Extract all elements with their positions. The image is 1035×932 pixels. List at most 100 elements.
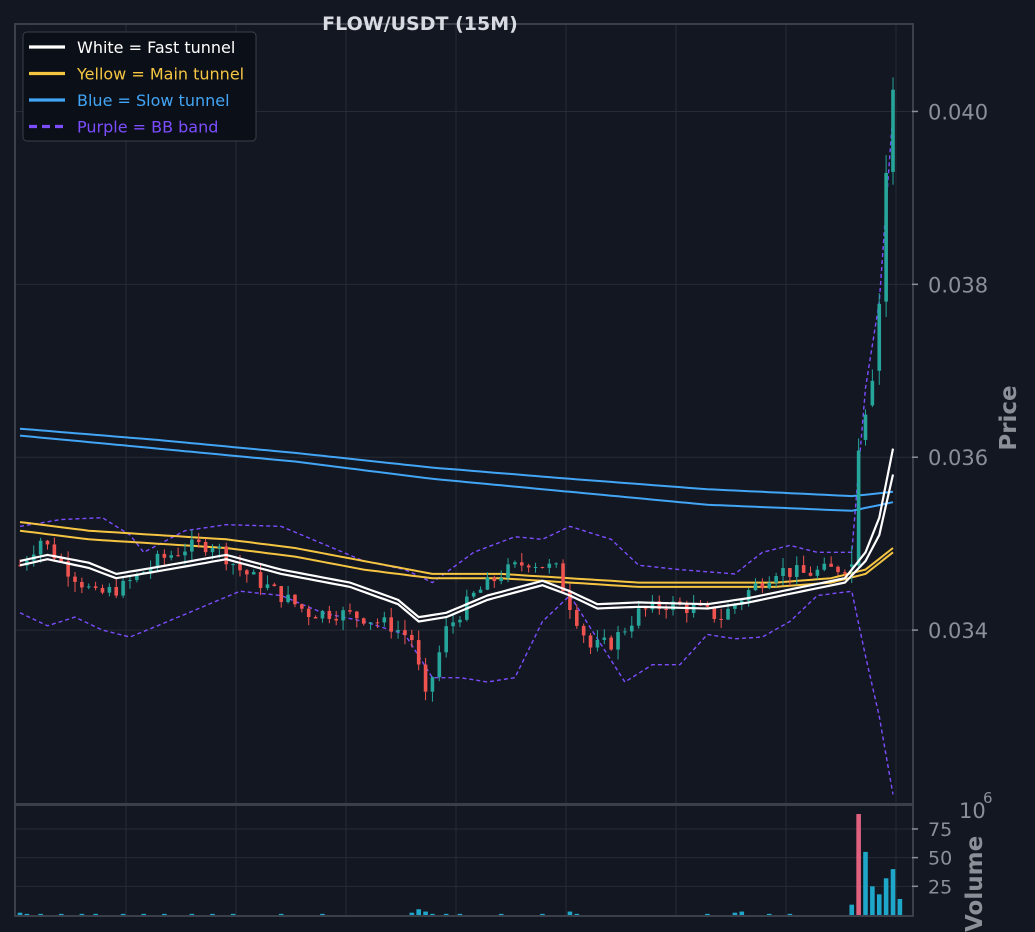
volume-bar: [732, 912, 738, 915]
volume-bar: [443, 913, 449, 915]
candle-body: [856, 450, 861, 566]
candle-body: [801, 565, 806, 573]
candle-body: [574, 609, 579, 626]
candle-body: [794, 565, 799, 577]
slow-tunnel-upper-line: [19, 427, 894, 498]
candle-body: [471, 592, 476, 597]
candle-body: [561, 563, 565, 592]
candle-body: [705, 604, 710, 607]
volume-bar: [120, 913, 126, 915]
candle-body: [203, 541, 208, 553]
candle-body: [327, 610, 332, 619]
candle-body: [341, 610, 345, 621]
candle-body: [712, 606, 717, 619]
candle-body: [93, 586, 98, 588]
volume-bar: [278, 913, 284, 915]
candle-body: [251, 572, 256, 575]
volume-bar: [162, 913, 167, 915]
candle-body: [410, 635, 414, 641]
volume-tick-label: 75: [928, 819, 952, 841]
candle-body: [623, 631, 627, 633]
candle-body: [279, 586, 284, 603]
candle-body: [73, 576, 77, 582]
candle-body: [629, 625, 634, 632]
candle-body: [121, 580, 125, 596]
price-tick-label: 0.038: [928, 273, 988, 297]
price-axis-label: Price: [996, 385, 1022, 450]
candle-body: [843, 572, 847, 574]
legend-label: Yellow = Main tunnel: [76, 65, 244, 84]
chart-title: FLOW/USDT (15M): [322, 13, 518, 35]
candle-body: [162, 553, 167, 558]
candle-body: [526, 565, 531, 568]
candle-body: [176, 555, 180, 557]
candle-body: [444, 626, 448, 653]
volume-bar: [766, 913, 772, 915]
volume-bar: [897, 898, 903, 915]
volume-bar: [189, 913, 195, 915]
legend-label: Purple = BB band: [77, 118, 218, 137]
volume-bar: [230, 913, 236, 915]
candle-body: [636, 608, 641, 626]
candle-body: [513, 562, 517, 565]
volume-bar: [457, 913, 463, 915]
candle-body: [588, 635, 593, 648]
candle-body: [595, 639, 600, 648]
candle-body: [300, 604, 304, 609]
candle-body: [403, 630, 407, 636]
candle-body: [286, 594, 290, 603]
candle-body: [114, 586, 119, 596]
volume-bar: [890, 869, 896, 915]
volume-bar: [739, 911, 745, 915]
candle-body: [547, 563, 552, 568]
volume-grid: [16, 806, 912, 915]
volume-bar: [38, 913, 43, 915]
candle-body: [451, 622, 455, 627]
volume-bar: [498, 913, 504, 915]
candle-body: [128, 580, 132, 582]
candle-body: [568, 591, 572, 610]
volume-axis-label: Volume: [962, 836, 988, 932]
candle-body: [437, 652, 442, 678]
volume-bar: [320, 913, 325, 915]
candle-body: [884, 172, 888, 302]
candle-body: [169, 555, 174, 558]
volume-bar: [540, 913, 545, 915]
volume-bar: [93, 913, 98, 915]
candle-body: [430, 677, 435, 692]
candle-body: [506, 564, 510, 579]
candle-body: [520, 562, 524, 566]
candle-body: [829, 563, 833, 567]
candle-body: [808, 572, 813, 576]
volume-bar: [416, 909, 421, 915]
candle-body: [664, 608, 668, 611]
price-tick-label: 0.040: [928, 100, 988, 124]
candle-body: [726, 608, 730, 620]
candle-body: [396, 630, 400, 632]
candle-body: [80, 581, 84, 588]
fast-tunnel-upper-line: [19, 448, 895, 619]
candle-body: [657, 601, 662, 609]
candle-body: [416, 640, 421, 665]
candle-body: [18, 565, 22, 567]
candle-body: [733, 604, 737, 609]
candle-body: [320, 610, 325, 619]
candle-body: [196, 539, 201, 542]
candle-body: [423, 664, 428, 692]
candle-body: [59, 558, 64, 562]
slow-tunnel-lower-line: [19, 434, 894, 512]
candle-body: [492, 577, 497, 582]
candle-body: [107, 586, 112, 593]
volume-tick-labels: 25 50 75: [912, 819, 952, 898]
candle-body: [272, 584, 277, 587]
volume-bar: [430, 913, 435, 915]
candle-body: [258, 572, 263, 588]
candle-body: [774, 576, 778, 583]
candle-body: [554, 563, 558, 565]
candle-body: [334, 618, 339, 621]
candle-body: [382, 617, 387, 623]
volume-bar: [58, 913, 64, 915]
volume-bar: [863, 851, 868, 915]
candle-body: [478, 589, 483, 593]
candle-body: [355, 611, 359, 619]
